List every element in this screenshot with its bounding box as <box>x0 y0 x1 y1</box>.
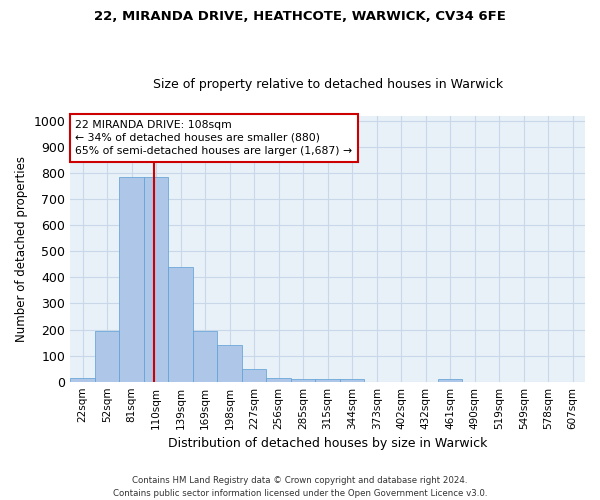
Bar <box>266 378 291 382</box>
Bar <box>70 378 95 382</box>
Bar <box>193 331 217 382</box>
X-axis label: Distribution of detached houses by size in Warwick: Distribution of detached houses by size … <box>168 437 487 450</box>
Bar <box>316 379 340 382</box>
Bar <box>119 177 144 382</box>
Bar <box>95 331 119 382</box>
Text: 22 MIRANDA DRIVE: 108sqm
← 34% of detached houses are smaller (880)
65% of semi-: 22 MIRANDA DRIVE: 108sqm ← 34% of detach… <box>76 120 353 156</box>
Bar <box>438 379 463 382</box>
Bar <box>217 345 242 382</box>
Bar <box>169 267 193 382</box>
Bar <box>340 379 364 382</box>
Bar <box>291 378 316 382</box>
Text: Contains HM Land Registry data © Crown copyright and database right 2024.
Contai: Contains HM Land Registry data © Crown c… <box>113 476 487 498</box>
Text: 22, MIRANDA DRIVE, HEATHCOTE, WARWICK, CV34 6FE: 22, MIRANDA DRIVE, HEATHCOTE, WARWICK, C… <box>94 10 506 23</box>
Y-axis label: Number of detached properties: Number of detached properties <box>15 156 28 342</box>
Title: Size of property relative to detached houses in Warwick: Size of property relative to detached ho… <box>152 78 503 91</box>
Bar <box>242 368 266 382</box>
Bar <box>144 177 169 382</box>
